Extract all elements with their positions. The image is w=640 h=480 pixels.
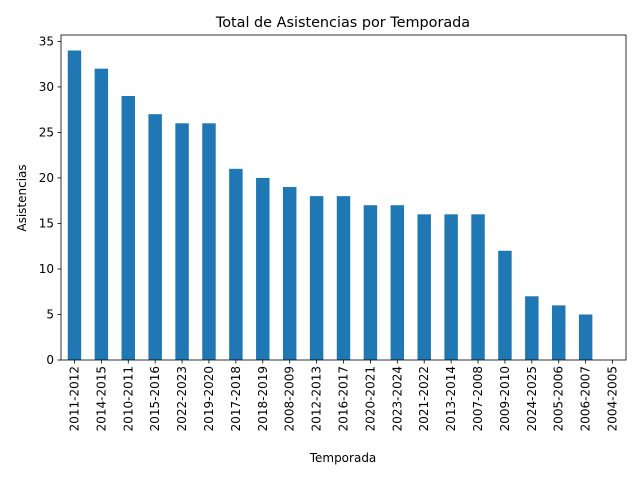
- x-tick-label: 2016-2017: [337, 366, 351, 431]
- x-tick-label: 2021-2022: [417, 366, 431, 431]
- bar-2007-2008: [471, 214, 485, 360]
- x-tick-label: 2008-2009: [283, 366, 297, 431]
- bar-2023-2024: [390, 205, 405, 360]
- x-tick-label: 2019-2020: [202, 366, 216, 431]
- x-tick-label: 2011-2012: [67, 366, 81, 431]
- x-tick-label: 2013-2014: [444, 366, 458, 431]
- x-tick-label: 2022-2023: [175, 366, 189, 431]
- y-tick-label: 10: [39, 262, 54, 276]
- x-tick-label: 2010-2011: [121, 366, 135, 431]
- x-tick-label: 2024-2025: [525, 366, 539, 431]
- bar-2020-2021: [363, 205, 378, 360]
- y-axis-label: Asistencias: [15, 164, 29, 231]
- y-tick-label: 0: [46, 353, 54, 367]
- bar-2016-2017: [336, 196, 351, 360]
- x-tick-label: 2009-2010: [498, 366, 512, 431]
- y-tick-label: 20: [39, 171, 54, 185]
- bar-2022-2023: [175, 123, 189, 360]
- bar-2012-2013: [309, 196, 324, 360]
- x-tick-label: 2006-2007: [579, 366, 593, 431]
- bar-2010-2011: [121, 95, 135, 361]
- x-tick-label: 2005-2006: [552, 366, 566, 431]
- bar-2014-2015: [94, 68, 109, 360]
- bar-2017-2018: [229, 168, 243, 360]
- bar-2005-2006: [552, 305, 566, 360]
- bar-2006-2007: [578, 314, 593, 360]
- y-tick-label: 30: [39, 80, 54, 94]
- y-tick-label: 25: [39, 125, 54, 139]
- x-tick-label: 2017-2018: [229, 366, 243, 431]
- bar-2011-2012: [67, 50, 82, 360]
- x-tick-label: 2004-2005: [606, 366, 620, 431]
- bar-2009-2010: [498, 250, 512, 360]
- y-tick-label: 5: [46, 307, 54, 321]
- chart-title: Total de Asistencias por Temporada: [215, 15, 470, 31]
- x-tick-label: 2015-2016: [148, 366, 162, 431]
- x-tick-label: 2020-2021: [363, 366, 377, 431]
- x-tick-label: 2023-2024: [390, 366, 404, 431]
- bar-2018-2019: [256, 177, 270, 360]
- x-tick-label: 2014-2015: [94, 366, 108, 431]
- bar-2024-2025: [525, 296, 539, 360]
- y-tick-label: 15: [39, 216, 54, 230]
- y-tick-label: 35: [39, 34, 54, 48]
- bar-2013-2014: [444, 214, 458, 360]
- bar-2021-2022: [417, 214, 431, 360]
- x-tick-label: 2007-2008: [471, 366, 485, 431]
- x-tick-label: 2018-2019: [256, 366, 270, 431]
- x-axis-label: Temporada: [309, 451, 377, 465]
- x-tick-label: 2012-2013: [310, 366, 324, 431]
- bar-2008-2009: [282, 187, 297, 360]
- bar-2015-2016: [148, 114, 162, 360]
- bar-2019-2020: [202, 123, 216, 360]
